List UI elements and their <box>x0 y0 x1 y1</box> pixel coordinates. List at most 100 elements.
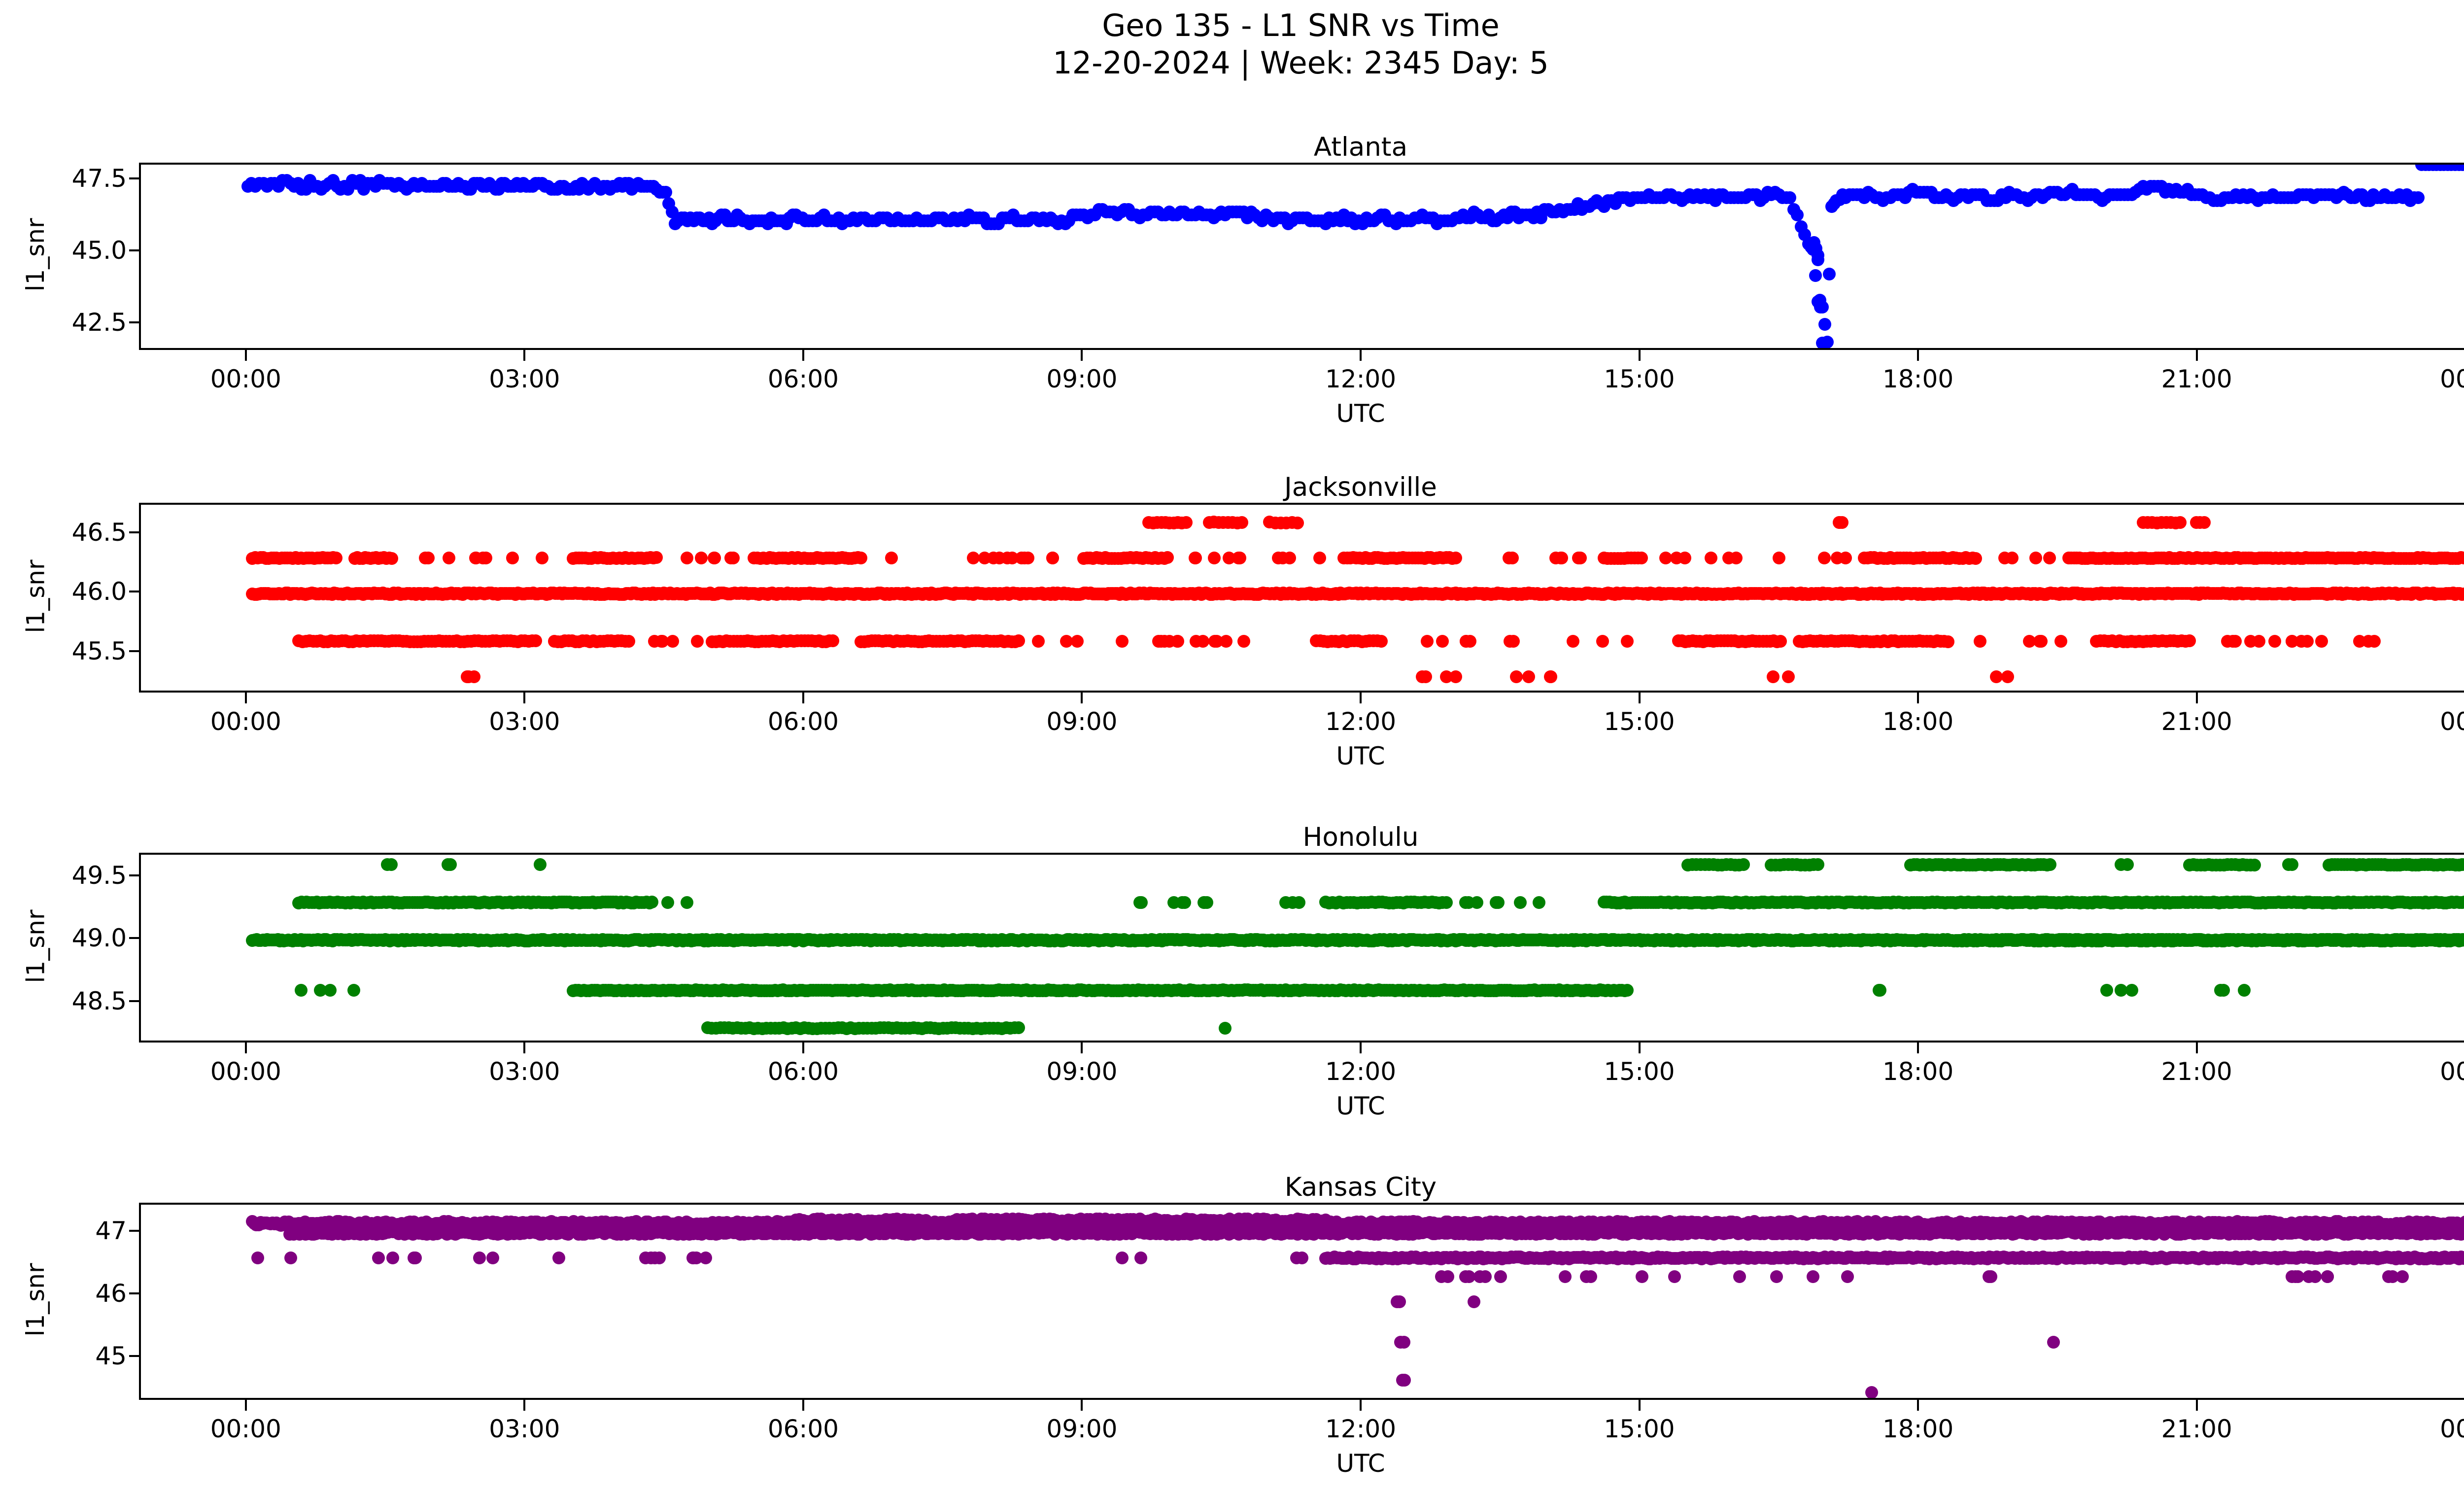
y-tick-mark <box>129 1000 139 1002</box>
data-point <box>661 896 674 909</box>
data-point <box>1161 551 1174 564</box>
data-point <box>1572 552 1585 565</box>
data-point <box>1514 896 1527 909</box>
x-tick-label: 00:00 <box>210 365 281 393</box>
data-point <box>1705 552 1718 565</box>
data-point <box>1791 209 1804 222</box>
x-tick-mark <box>1081 350 1083 361</box>
data-point <box>1237 634 1251 648</box>
data-point <box>2244 634 2257 648</box>
y-tick-mark <box>129 650 139 652</box>
data-point <box>681 552 694 565</box>
data-point <box>2315 634 2328 648</box>
x-tick-label: 03:00 <box>489 1057 560 1086</box>
data-point <box>2248 859 2261 872</box>
data-point <box>1532 896 1545 909</box>
x-tick-mark <box>2195 1043 2198 1053</box>
data-point <box>1291 516 1304 529</box>
x-tick-label: 06:00 <box>767 707 839 736</box>
x-tick-mark <box>244 693 247 703</box>
data-point <box>1781 670 1795 683</box>
data-point <box>1464 634 1477 648</box>
x-tick-label: 03:00 <box>489 707 560 736</box>
x-tick-label: 21:00 <box>2161 365 2232 393</box>
data-point <box>385 552 398 565</box>
data-point <box>1620 634 1634 648</box>
data-point <box>1873 984 1886 997</box>
data-point <box>1179 516 1193 529</box>
data-point <box>1489 896 1503 909</box>
data-point <box>1621 983 1634 997</box>
x-tick-label: 21:00 <box>2161 707 2232 736</box>
data-point <box>534 858 547 871</box>
data-point <box>1969 552 1983 565</box>
x-tick-label: 18:00 <box>1882 707 1954 736</box>
data-point <box>2214 984 2227 997</box>
data-point <box>2029 552 2043 565</box>
data-point <box>1006 552 1019 565</box>
x-tick-label: 06:00 <box>767 365 839 393</box>
plot-area <box>139 853 2464 1043</box>
data-point <box>1232 552 1245 565</box>
data-point <box>1208 552 1221 565</box>
data-point <box>1197 634 1210 648</box>
data-point <box>1419 670 1432 683</box>
x-tick-label: 15:00 <box>1604 1057 1675 1086</box>
subplot-title: Honolulu <box>1302 822 1419 852</box>
data-point <box>1973 634 1986 648</box>
data-point <box>462 670 475 683</box>
data-point <box>442 552 455 565</box>
x-tick-label: 00:00 <box>210 707 281 736</box>
data-point <box>1470 896 1483 909</box>
data-point <box>1510 670 1523 683</box>
x-tick-label: 00:00 <box>2440 365 2464 393</box>
data-point <box>1286 896 1299 909</box>
data-point <box>2043 552 2056 565</box>
suptitle-line-2: 12-20-2024 | Week: 2345 Day: 5 <box>1053 44 1549 81</box>
data-point <box>1134 896 1148 909</box>
x-tick-label: 12:00 <box>1325 365 1397 393</box>
data-point <box>1543 670 1557 683</box>
data-point <box>855 552 867 565</box>
y-tick-mark <box>129 249 139 252</box>
data-point <box>1998 552 2011 565</box>
data-point <box>1818 318 1831 331</box>
x-tick-label: 09:00 <box>1046 365 1118 393</box>
data-point <box>726 552 740 565</box>
x-axis-label: UTC <box>1336 742 1385 770</box>
data-point <box>2285 634 2298 648</box>
x-tick-mark <box>1917 350 1919 361</box>
data-point <box>384 858 398 871</box>
data-point <box>2044 858 2057 871</box>
x-tick-label: 15:00 <box>1604 365 1675 393</box>
x-tick-mark <box>1360 1043 1362 1053</box>
data-point <box>2054 634 2068 648</box>
data-point <box>708 552 721 565</box>
suptitle-line-1: Geo 135 - L1 SNR vs Time <box>1102 7 1500 43</box>
x-tick-label: 03:00 <box>489 365 560 393</box>
data-point <box>993 552 1006 565</box>
data-point <box>1811 253 1824 266</box>
data-point <box>690 634 704 648</box>
data-point <box>1219 1021 1232 1035</box>
data-point <box>2183 634 2196 647</box>
x-tick-label: 12:00 <box>1325 707 1397 736</box>
x-tick-mark <box>802 350 804 361</box>
data-point <box>1219 634 1232 648</box>
data-point <box>1208 634 1222 648</box>
y-tick-mark <box>129 874 139 876</box>
subplot-title: Jacksonville <box>1284 472 1437 502</box>
data-point <box>1436 634 1449 648</box>
data-point <box>1449 670 1462 683</box>
x-tick-label: 18:00 <box>1882 1057 1954 1086</box>
y-tick-mark <box>129 531 139 534</box>
x-tick-mark <box>1638 693 1641 703</box>
data-point <box>694 552 708 565</box>
y-tick-mark <box>129 177 139 180</box>
x-tick-mark <box>1360 693 1362 703</box>
y-tick-mark <box>129 321 139 324</box>
data-point <box>1235 516 1248 529</box>
x-tick-mark <box>523 350 526 361</box>
data-point <box>2035 634 2048 648</box>
data-point <box>1816 337 1829 348</box>
